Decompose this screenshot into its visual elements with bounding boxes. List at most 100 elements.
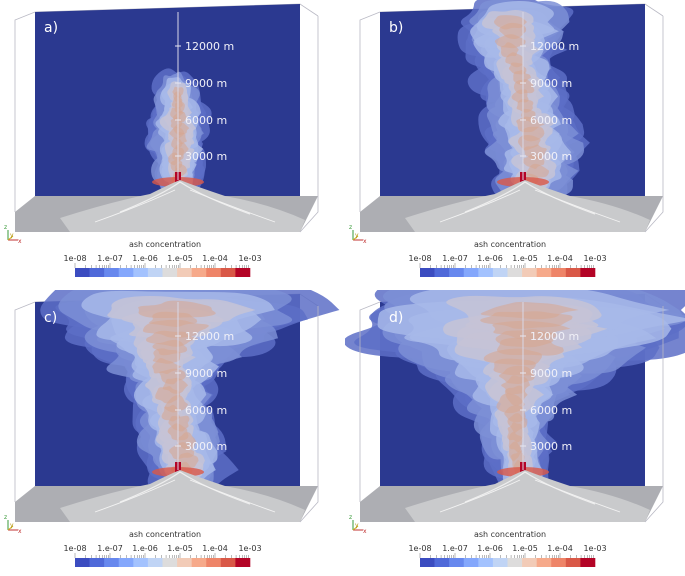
axes-triad: zyx [349,224,367,245]
colorbar-swatch [220,268,236,277]
colorbar-swatch [580,558,596,567]
colorbar-tick-label: 1e-03 [583,544,606,553]
terrain-mountain [60,470,305,522]
terrain-mountain [60,180,305,232]
altitude-label: 3000 m [185,440,227,453]
colorbar-swatch [89,268,105,277]
colorbar-swatch [177,268,192,277]
colorbar-swatch [191,558,207,567]
altitude-label: 6000 m [185,404,227,417]
panel-label: d) [389,310,403,326]
altitude-label: 3000 m [530,150,572,163]
volcano-scene: 12000 m 9000 m 6000 m 3000 m c) zyx ash concen… [4,290,340,567]
colorbar-swatch [235,268,251,277]
colorbar-swatch [206,558,222,567]
axes-triad: zyx [4,224,22,245]
altitude-label: 9000 m [530,367,572,380]
bbox-front-edge [359,11,381,212]
terrain-mountain [405,180,650,232]
colorbar-swatch [206,268,222,277]
panel-label: c) [44,310,57,326]
svg-text:x: x [18,528,22,535]
colorbar-tick-label: 1e-08 [63,544,86,553]
svg-text:z: z [4,224,7,231]
colorbar-tick-label: 1.e-07 [442,254,468,263]
colorbar-swatch [75,268,90,277]
colorbar-tick-label: 1.e-07 [97,544,123,553]
colorbar-swatch [147,558,163,567]
colorbar-tick-label: 1.e-04 [547,544,573,553]
svg-text:z: z [4,514,7,521]
svg-text:z: z [349,224,352,231]
colorbar-title: ash concentration [129,240,201,249]
svg-text:y: y [10,522,14,529]
colorbar-swatch [565,558,581,567]
colorbar-swatch [492,268,508,277]
colorbar-swatch [104,268,120,277]
colorbar-title: ash concentration [129,530,201,539]
svg-text:x: x [363,528,367,535]
volcano-scene: 12000 m 9000 m 6000 m 3000 m a) zyx ash concen… [4,3,319,277]
panel-a: 12000 m 9000 m 6000 m 3000 m a) z y x ash concen… [0,0,340,285]
ash-plume [40,290,340,504]
bbox-front-edge [14,11,36,212]
colorbar-tick-label: 1e-03 [238,544,261,553]
colorbar-swatch [580,268,596,277]
altitude-label: 6000 m [185,114,227,127]
svg-text:z: z [349,514,352,521]
volcano-scene: 12000 m 9000 m 6000 m 3000 m b) zyx ash concen… [349,0,664,277]
colorbar-tick-label: 1e-08 [408,544,431,553]
panel-label: a) [44,20,58,36]
colorbar-tick-label: 1.e-07 [442,544,468,553]
colorbar-swatch [434,558,450,567]
colorbar-swatch [449,558,465,567]
colorbar-swatch [191,268,207,277]
colorbar-swatch [463,558,479,567]
colorbar-title: ash concentration [474,240,546,249]
colorbar-tick-label: 1.e-06 [132,544,158,553]
colorbar-swatch [420,558,435,567]
colorbar-swatch [75,558,90,567]
colorbar-title: ash concentration [474,530,546,539]
altitude-label: 3000 m [185,150,227,163]
svg-text:y: y [10,232,14,239]
colorbar-tick-label: 1e-08 [408,254,431,263]
colorbar-swatch [565,268,581,277]
altitude-label: 3000 m [530,440,572,453]
panel-c: 12000 m 9000 m 6000 m 3000 m c) z y x ash concen… [0,290,340,575]
bbox-front-edge [359,301,381,502]
colorbar-swatch [89,558,105,567]
colorbar-swatch [478,558,494,567]
colorbar-swatch [434,268,450,277]
colorbar-tick-label: 1.e-05 [512,544,538,553]
svg-text:y: y [355,232,359,239]
altitude-label: 6000 m [530,114,572,127]
svg-text:x: x [18,238,22,245]
colorbar-tick-label: 1.e-05 [167,544,193,553]
colorbar-tick-label: 1e-08 [63,254,86,263]
colorbar-swatch [104,558,120,567]
colorbar-swatch [118,558,134,567]
colorbar-swatch [507,558,523,567]
altitude-label: 12000 m [185,40,234,53]
colorbar-tick-label: 1e-03 [238,254,261,263]
panel-b: 12000 m 9000 m 6000 m 3000 m b) z y x ash concen… [345,0,685,285]
colorbar-swatch [478,268,494,277]
bbox-front-edge [14,301,36,502]
colorbar-swatch [133,268,149,277]
altitude-label: 9000 m [185,367,227,380]
colorbar-swatch [536,268,552,277]
altitude-label: 9000 m [185,77,227,90]
ash-plume [457,0,590,206]
colorbar-swatch [162,558,178,567]
panel-d: 12000 m 9000 m 6000 m 3000 m d) z y x ash concen… [345,290,685,575]
altitude-label: 12000 m [185,330,234,343]
altitude-label: 9000 m [530,77,572,90]
svg-text:x: x [363,238,367,245]
altitude-label: 12000 m [530,330,579,343]
colorbar-tick-label: 1.e-05 [167,254,193,263]
colorbar-tick-label: 1.e-06 [477,254,503,263]
colorbar-swatch [147,268,163,277]
colorbar-tick-label: 1.e-06 [132,254,158,263]
volcano-scene: 12000 m 9000 m 6000 m 3000 m d) zyx ash concen… [345,290,685,567]
